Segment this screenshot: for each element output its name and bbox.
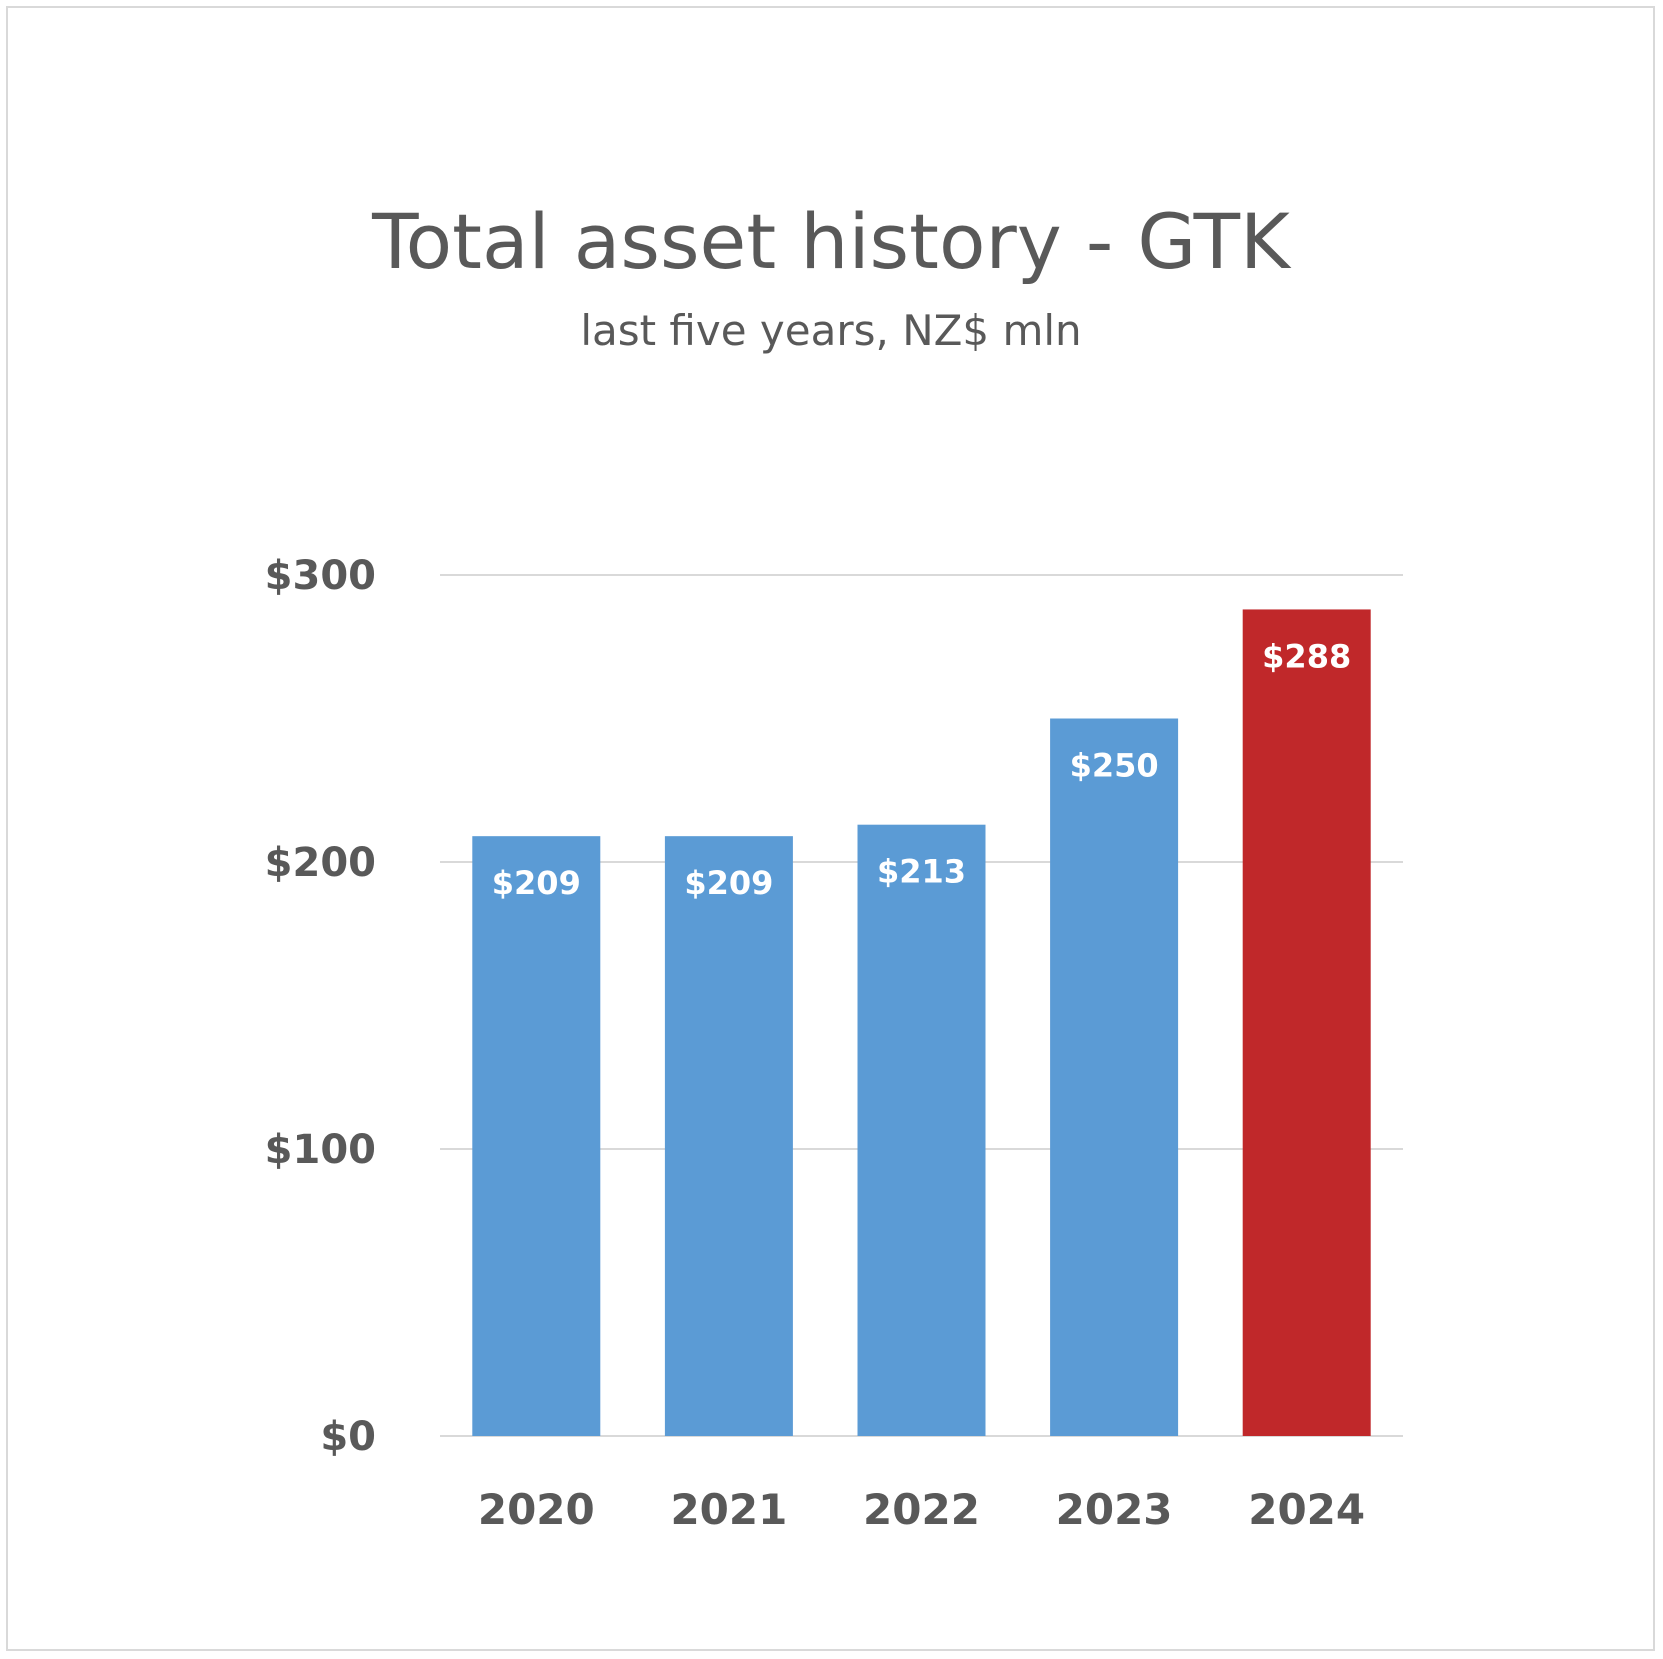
- bar-2020: [472, 836, 601, 1436]
- y-tick-label: $100: [265, 1127, 376, 1173]
- bar-data-label: $209: [684, 864, 773, 902]
- bar-data-label: $288: [1262, 637, 1351, 675]
- x-tick-label: 2021: [670, 1485, 787, 1534]
- bar-2023: [1050, 718, 1179, 1436]
- bar-data-label: $250: [1070, 747, 1159, 785]
- x-tick-label: 2022: [863, 1485, 980, 1534]
- chart-frame: [6, 6, 1655, 1651]
- y-tick-label: $0: [320, 1414, 376, 1460]
- bar-data-label: $213: [877, 853, 966, 891]
- x-tick-label: 2023: [1056, 1485, 1173, 1534]
- chart-subtitle: last five years, NZ$ mln: [580, 306, 1081, 355]
- bar-2021: [664, 836, 793, 1436]
- y-tick-label: $300: [265, 553, 376, 599]
- bar-2022: [857, 824, 986, 1436]
- y-axis-ticks: $0 $100 $200 $300: [265, 553, 376, 1460]
- bar-data-label: $209: [492, 864, 581, 902]
- x-tick-label: 2020: [478, 1485, 595, 1534]
- bar-2024: [1242, 609, 1371, 1436]
- x-axis-ticks: 2020 2021 2022 2023 2024: [478, 1485, 1365, 1534]
- x-tick-label: 2024: [1248, 1485, 1365, 1534]
- chart-title: Total asset history - GTK: [371, 197, 1292, 286]
- bars: $209 $209 $213 $250 $288: [472, 609, 1371, 1436]
- y-tick-label: $200: [265, 840, 376, 886]
